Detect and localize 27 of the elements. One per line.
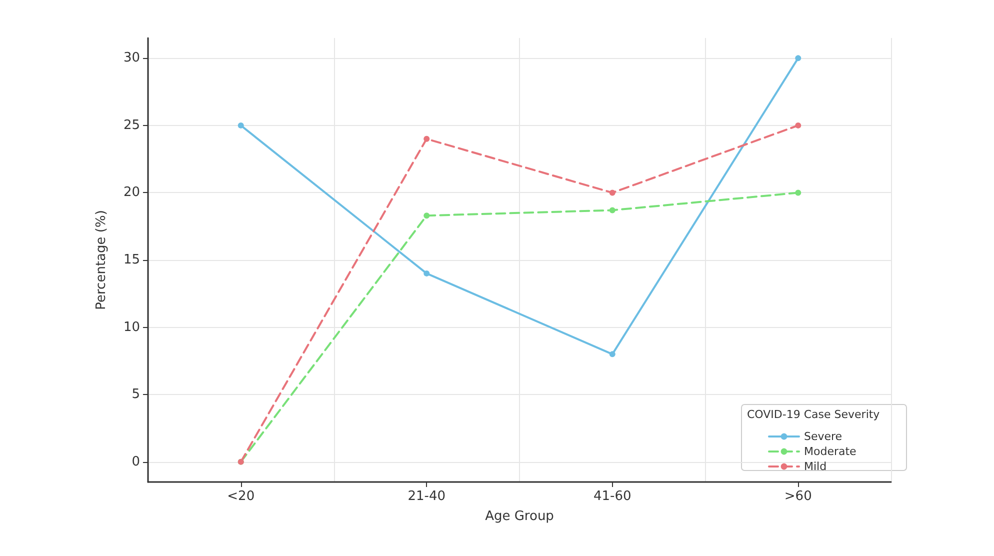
point — [609, 351, 616, 358]
y-tick-label: 10 — [123, 320, 140, 335]
x-axis-title: Age Group — [485, 509, 554, 524]
point — [238, 122, 244, 128]
y-tick-label: 15 — [123, 252, 140, 268]
legend-label: Severe — [804, 430, 842, 443]
legend-label: Moderate — [804, 445, 857, 458]
y-tick-label: 30 — [123, 50, 140, 66]
x-tick-label: 41-60 — [593, 489, 632, 504]
x-tick-label: <20 — [227, 489, 255, 504]
point — [795, 190, 802, 196]
point — [424, 136, 430, 142]
y-tick-label: 5 — [132, 387, 140, 402]
point — [609, 190, 616, 196]
y-tick-label: 0 — [132, 454, 140, 470]
y-tick-label: 20 — [123, 185, 140, 200]
x-tick-label: >60 — [784, 489, 812, 504]
point — [795, 122, 802, 128]
x-tick-label: 21-40 — [408, 489, 446, 504]
legend-label: Mild — [804, 460, 827, 473]
point — [424, 212, 430, 219]
y-tick-label: 25 — [123, 118, 140, 133]
point — [795, 55, 802, 62]
point — [424, 270, 430, 276]
y-axis-title: Percentage (%) — [94, 210, 109, 310]
point — [609, 207, 616, 214]
legend-title: COVID-19 Case Severity — [747, 408, 880, 421]
